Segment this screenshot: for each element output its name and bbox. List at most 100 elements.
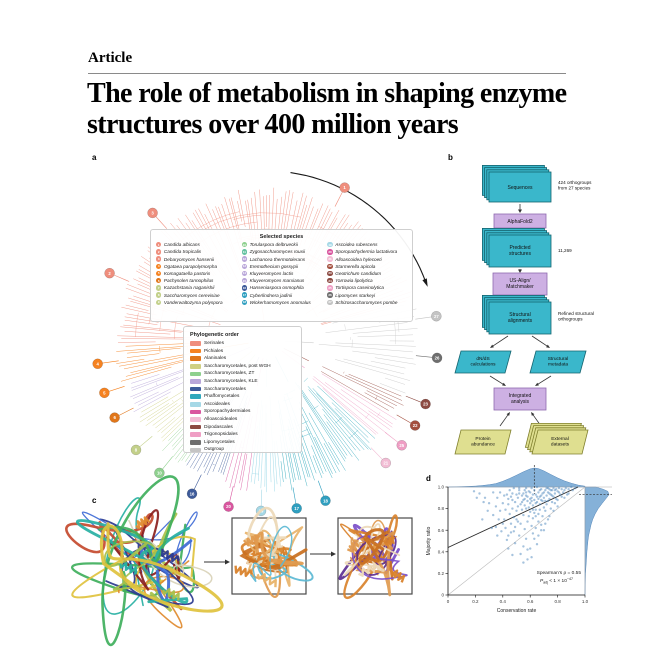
svg-text:0.6: 0.6 (527, 599, 534, 604)
selected-species-legend: Selected species 1 Candida albicans 2 Candi… (150, 229, 413, 322)
order-color-swatch (190, 432, 201, 437)
phylo-order-list: Serinales Pichiales Alaninales Saccharomyce… (190, 341, 295, 452)
species-number-badge: 16 (241, 285, 248, 291)
species-item: 27 Schizosaccharomyces pombe (327, 299, 407, 305)
order-color-swatch (190, 356, 201, 361)
svg-text:26: 26 (435, 355, 440, 360)
species-number-badge: 23 (327, 270, 333, 277)
svg-text:23: 23 (423, 402, 428, 407)
species-number-badge: 18 (241, 299, 248, 305)
species-number-badge: 3 (156, 256, 162, 262)
species-name: Zygosaccharomyces rouxii (249, 249, 306, 255)
species-item: 14 Kluyveromyces lactis (241, 270, 322, 277)
order-color-swatch (190, 439, 201, 445)
svg-text:Padj < 1 × 10−47: Padj < 1 × 10−47 (540, 577, 573, 584)
order-item: Alaninales (190, 356, 295, 361)
svg-text:0.2: 0.2 (438, 571, 445, 576)
order-color-swatch (190, 401, 201, 407)
species-number-badge: 2 (156, 249, 162, 255)
svg-text:0.8: 0.8 (554, 599, 561, 604)
tree-tip-26: 26 (415, 352, 443, 364)
species-item: 16 Hanseniaspora osmophila (241, 285, 322, 291)
species-number-badge: 5 (156, 270, 162, 277)
species-name: Eremothecium gossypii (249, 263, 299, 269)
svg-text:27: 27 (434, 314, 439, 319)
species-item: 25 Tortispora caseinolytica (327, 285, 407, 291)
tree-tip-23: 23 (405, 395, 431, 410)
workflow-diagram: Sequences 424 orthogroups from 27 species A… (454, 165, 594, 455)
species-item: 11 Zygosaccharomyces rouxii (241, 249, 322, 255)
svg-text:0.2: 0.2 (472, 599, 479, 604)
svg-text:3: 3 (151, 211, 154, 216)
tree-tip-20: 20 (223, 485, 234, 512)
species-name: Hanseniaspora osmophila (249, 285, 304, 291)
species-number-badge: 1 (156, 242, 162, 248)
order-label: Dipodascales (204, 424, 233, 430)
article-kicker: Article (88, 50, 133, 66)
order-item: Sporopachydermiales (190, 409, 295, 414)
order-item: Serinales (190, 341, 295, 346)
scatter-plot: 0 0.2 0.4 0.6 0.8 1.0 0 0.2 0.4 0.6 0.8 1.0 Conserva… (426, 465, 612, 614)
species-number-badge: 6 (156, 277, 162, 284)
species-name: Kluyveromyces lactis (249, 270, 294, 276)
order-label: Trigonopsidales (204, 432, 238, 438)
species-name: Schizosaccharomyces pombe (335, 299, 398, 305)
svg-text:8: 8 (135, 448, 138, 453)
species-item: 24 Yarrowia lipolytica (327, 277, 407, 284)
protein-ribbon (338, 514, 408, 600)
species-name: Alloascoidea hylecoeti (335, 256, 382, 262)
species-name: Yarrowia lipolytica (335, 278, 373, 284)
svg-text:6: 6 (113, 415, 116, 420)
species-name: Ascoidea rubescens (335, 242, 378, 248)
svg-text:17: 17 (294, 506, 299, 511)
species-item: 17 Cyberlindnera jadinii (241, 292, 322, 298)
order-color-swatch (190, 348, 201, 354)
panel-d-label: d (426, 474, 431, 483)
order-item: Trigonopsidales (190, 432, 295, 437)
species-name: Candida albicans (163, 242, 200, 248)
species-name: Tortispora caseinolytica (335, 285, 385, 291)
tree-tip-16: 16 (186, 474, 202, 499)
protein-ribbon (234, 507, 314, 599)
species-item: 18 Wickerhamomyces anomalus (241, 299, 322, 305)
species-name: Kazachstania naganishii (163, 285, 215, 291)
phylo-order-legend: Phylogenetic order Serinales Pichiales Ala… (183, 326, 302, 453)
panel-a-label: a (92, 153, 97, 162)
article-title: The role of metabolism in shaping enzyme… (87, 78, 567, 140)
species-name: Ogataea parapolymorpha (163, 263, 218, 269)
order-item: Outgroup (190, 447, 295, 452)
species-number-badge: 9 (156, 299, 162, 305)
species-item: 19 Ascoidea rubescens (327, 242, 407, 248)
species-item: 23 Geotrichum candidum (327, 270, 407, 277)
order-color-swatch (190, 363, 201, 369)
order-item: Saccharomycetales (190, 387, 295, 392)
order-color-swatch (190, 386, 201, 392)
order-color-swatch (190, 447, 201, 453)
svg-text:18: 18 (323, 498, 328, 503)
phylo-order-title: Phylogenetic order (190, 332, 239, 338)
order-item: Lipomycetales (190, 440, 295, 445)
species-name: Lipomyces starkeyi (335, 292, 376, 298)
species-number-badge: 7 (156, 285, 162, 291)
order-item: Alloascoideales (190, 417, 295, 422)
species-number-badge: 21 (327, 256, 333, 262)
order-color-swatch (190, 409, 201, 415)
species-name: Candida tropicalis (163, 249, 202, 255)
protein-ribbon (65, 475, 224, 647)
species-number-badge: 8 (156, 292, 162, 298)
species-name: Torulaspora delbrueckii (249, 242, 298, 248)
order-color-swatch (190, 394, 201, 399)
svg-text:1.0: 1.0 (582, 599, 589, 604)
order-color-swatch (190, 417, 201, 422)
species-number-badge: 13 (241, 263, 248, 269)
species-number-badge: 20 (327, 249, 333, 255)
species-name: Debaryomyces hansenii (163, 256, 214, 262)
species-number-badge: 17 (241, 292, 248, 298)
species-number-badge: 26 (327, 292, 333, 298)
tree-tip-2: 2 (104, 267, 130, 282)
